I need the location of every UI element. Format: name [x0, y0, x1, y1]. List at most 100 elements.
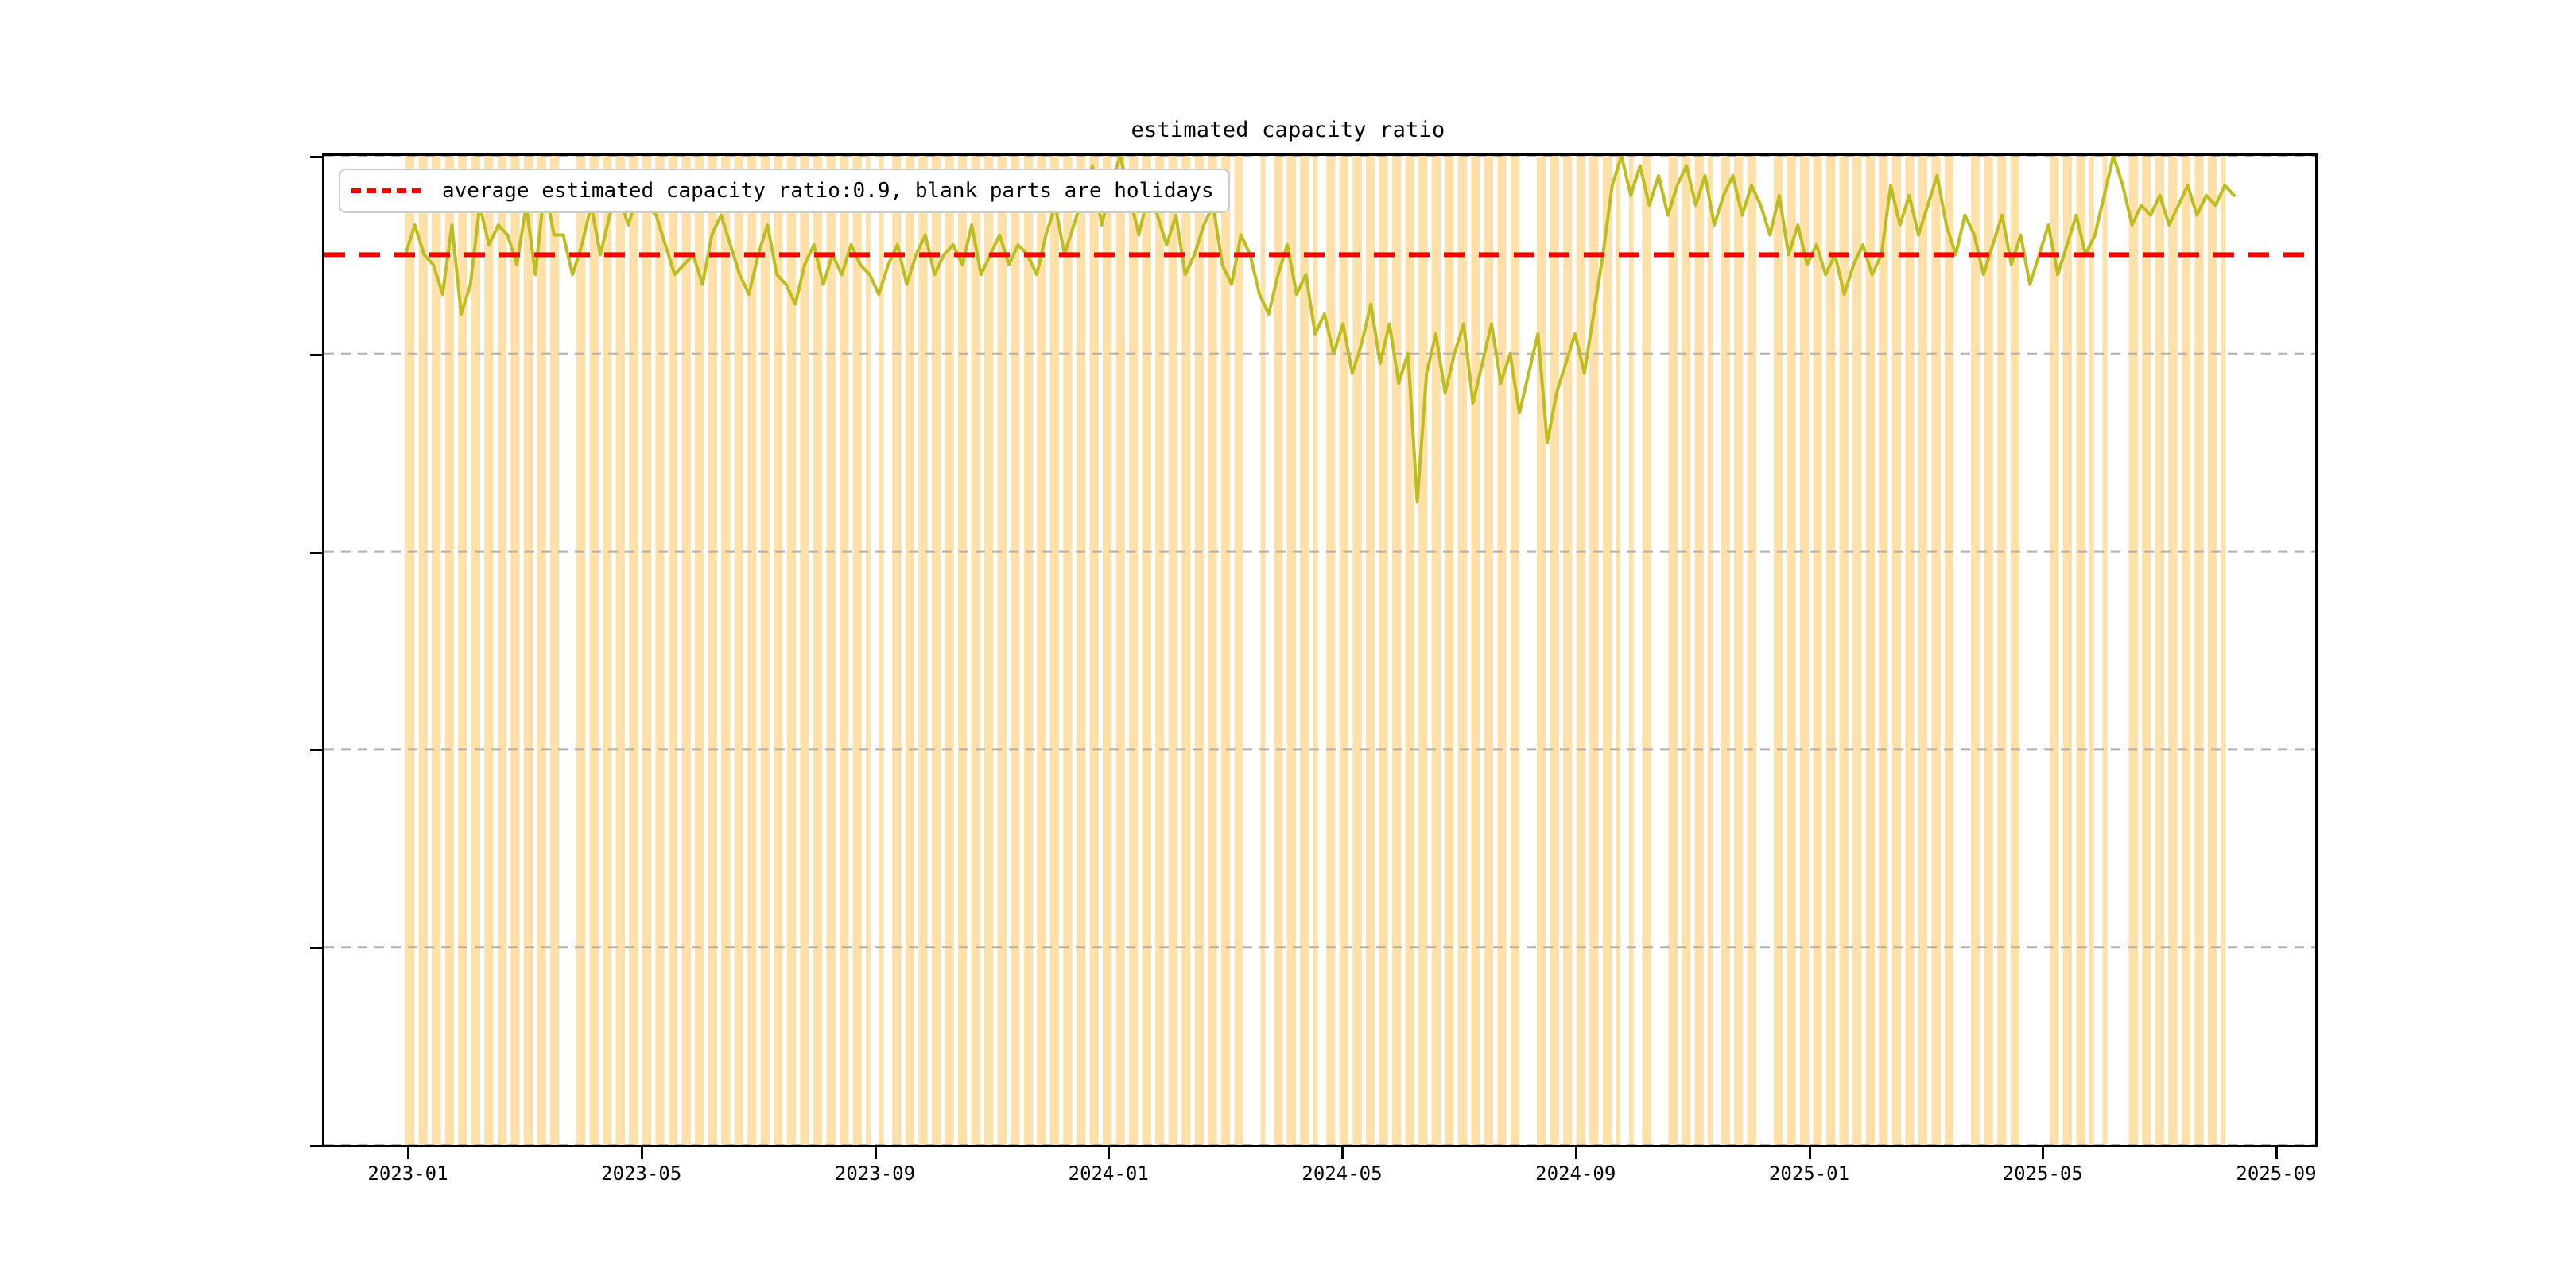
x-tick-mark: [874, 1147, 877, 1159]
holiday-band: [918, 156, 928, 1145]
holiday-band: [1220, 156, 1231, 1145]
y-tick-mark: [310, 551, 322, 554]
holiday-band: [444, 156, 454, 1145]
holiday-band: [550, 156, 560, 1145]
y-tick-mark: [310, 353, 322, 356]
legend: average estimated capacity ratio:0.9, bl…: [339, 169, 1230, 213]
holiday-band: [1971, 156, 1980, 1145]
holiday-band: [432, 156, 441, 1145]
holiday-band: [1852, 156, 1862, 1145]
holiday-band: [576, 156, 586, 1145]
holiday-band: [747, 156, 757, 1145]
holiday-band: [1457, 156, 1467, 1145]
holiday-band: [1773, 156, 1783, 1145]
holiday-band: [1155, 156, 1165, 1145]
holiday-band: [405, 156, 415, 1145]
holiday-band: [1300, 156, 1309, 1145]
holiday-band: [1379, 156, 1388, 1145]
holiday-band: [2010, 156, 2019, 1145]
holiday-band: [2207, 156, 2217, 1145]
holiday-band: [1537, 156, 1546, 1145]
holiday-band: [2155, 156, 2164, 1145]
holiday-band: [1734, 156, 1744, 1145]
holiday-band: [1484, 156, 1494, 1145]
x-tick-label: 2023-05: [601, 1162, 682, 1185]
x-tick-mark: [2275, 1147, 2278, 1159]
holiday-band: [1865, 156, 1875, 1145]
legend-label: average estimated capacity ratio:0.9, bl…: [442, 179, 1214, 203]
holiday-band: [1721, 156, 1730, 1145]
holiday-band: [813, 156, 823, 1145]
holiday-band: [418, 156, 428, 1145]
holiday-band: [1826, 156, 1836, 1145]
holiday-band: [1168, 156, 1177, 1145]
holiday-band: [1550, 156, 1559, 1145]
x-tick-mark: [1341, 1147, 1344, 1159]
x-tick-mark: [640, 1147, 643, 1159]
holiday-bars-group: [405, 156, 2226, 1145]
x-tick-mark: [1574, 1147, 1577, 1159]
holiday-band: [471, 156, 480, 1145]
holiday-band: [1682, 156, 1691, 1145]
holiday-band: [1576, 156, 1585, 1145]
holiday-band: [1326, 156, 1336, 1145]
holiday-band: [1694, 156, 1704, 1145]
holiday-band: [1208, 156, 1217, 1145]
holiday-band: [1668, 156, 1678, 1145]
x-tick-label: 2023-09: [834, 1162, 916, 1185]
plot-svg: [324, 156, 2315, 1145]
holiday-band: [1879, 156, 1888, 1145]
holiday-band: [1616, 156, 1621, 1145]
holiday-band: [1918, 156, 1928, 1145]
holiday-band: [2142, 156, 2151, 1145]
y-tick-mark: [310, 749, 322, 752]
capacity-line-group: [404, 156, 2236, 504]
holiday-band: [1997, 156, 2007, 1145]
holiday-band: [1115, 156, 1125, 1145]
dashed-line-icon: [351, 188, 421, 193]
holiday-band: [1286, 156, 1296, 1145]
holiday-band: [826, 156, 836, 1145]
holiday-band: [2089, 156, 2094, 1145]
holiday-band: [1497, 156, 1507, 1145]
holiday-band: [655, 156, 665, 1145]
x-tick-label: 2023-01: [367, 1162, 448, 1185]
holiday-band: [2194, 156, 2204, 1145]
holiday-band: [1445, 156, 1454, 1145]
holiday-band: [1628, 156, 1634, 1145]
holiday-band: [2221, 156, 2226, 1145]
holiday-band: [800, 156, 809, 1145]
holiday-band: [1405, 156, 1414, 1145]
holiday-band: [840, 156, 849, 1145]
holiday-band: [1931, 156, 1941, 1145]
holiday-band: [1747, 156, 1757, 1145]
holiday-band: [1102, 156, 1112, 1145]
holiday-band: [1063, 156, 1073, 1145]
holiday-band: [905, 156, 915, 1145]
holiday-band: [615, 156, 625, 1145]
holiday-band: [957, 156, 968, 1145]
holiday-band: [1839, 156, 1849, 1145]
holiday-band: [1642, 156, 1651, 1145]
holiday-band: [1313, 156, 1318, 1145]
holiday-band: [1365, 156, 1375, 1145]
holiday-band: [1234, 156, 1243, 1145]
holiday-band: [2102, 156, 2108, 1145]
holiday-band: [734, 156, 743, 1145]
holiday-band: [1023, 156, 1033, 1145]
holiday-band: [2062, 156, 2073, 1145]
holiday-band: [721, 156, 731, 1145]
holiday-band: [866, 156, 871, 1145]
x-tick-mark: [407, 1147, 409, 1159]
holiday-band: [879, 156, 884, 1145]
holiday-band: [1181, 156, 1191, 1145]
holiday-band: [497, 156, 507, 1145]
holiday-band: [1274, 156, 1283, 1145]
holiday-band: [1905, 156, 1915, 1145]
holiday-band: [852, 156, 862, 1145]
holiday-band: [1089, 156, 1099, 1145]
holiday-band: [1352, 156, 1362, 1145]
holiday-band: [1129, 156, 1139, 1145]
holiday-band: [997, 156, 1007, 1145]
